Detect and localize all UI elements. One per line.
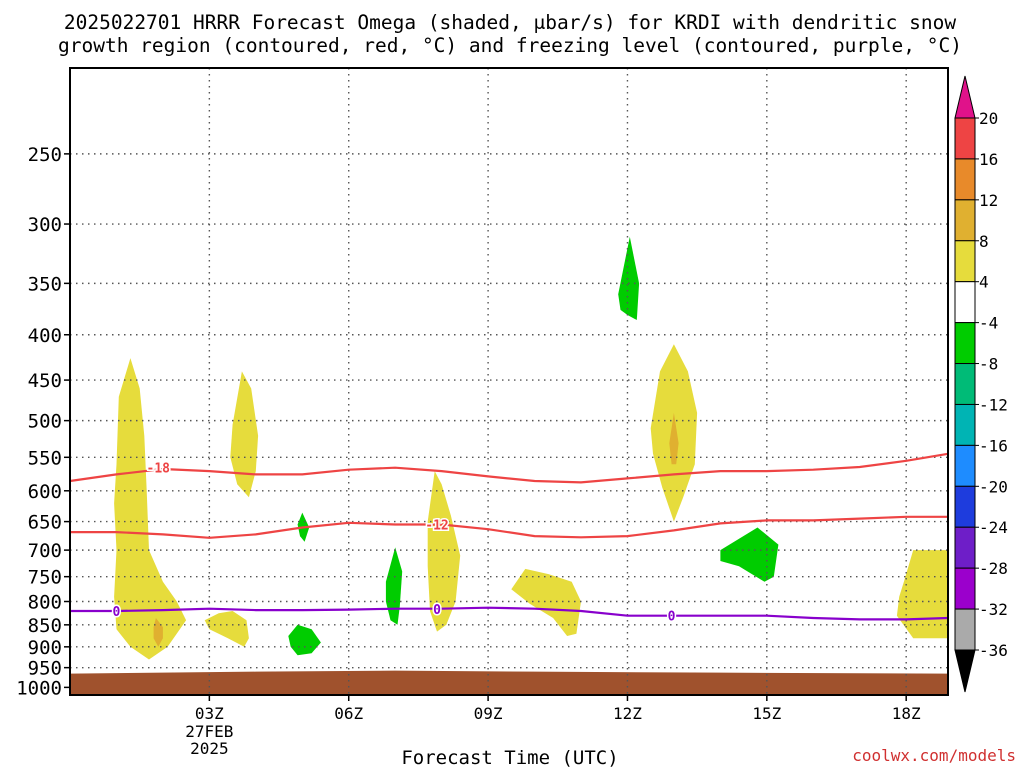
contour-label-extra-0: 0: [433, 603, 441, 618]
colorbar-label--20: -20: [979, 477, 1008, 496]
colorbar-label--8: -8: [979, 355, 998, 374]
y-tick-label-450: 450: [28, 370, 62, 392]
colorbar-label-20: 20: [979, 109, 998, 128]
y-tick-label-650: 650: [28, 512, 62, 534]
omega-region-12: [618, 236, 640, 320]
x-tick-label-09Z: 09Z: [474, 704, 503, 723]
contour-line-0: [70, 606, 949, 621]
chart-title-line1: 2025022701 HRRR Forecast Omega (shaded, …: [64, 11, 956, 34]
y-tick-label-1000: 1000: [16, 677, 62, 699]
y-tick-label-250: 250: [28, 144, 62, 166]
date-label-1: 2025: [190, 739, 229, 758]
ground-terrain: [70, 670, 948, 695]
chart-title-line2: growth region (contoured, red, °C) and f…: [58, 34, 962, 57]
colorbar-label--12: -12: [979, 395, 1008, 414]
y-tick-label-700: 700: [28, 540, 62, 562]
omega-region-7: [669, 412, 679, 465]
x-axis-label: Forecast Time (UTC): [401, 747, 618, 768]
colorbar-band-8: [954, 444, 976, 487]
contour-line--12: [70, 515, 948, 539]
contour-line--18: [69, 452, 949, 484]
colorbar-label--28: -28: [979, 559, 1008, 578]
y-tick-label-400: 400: [28, 325, 62, 347]
contour-label--18: -18: [147, 462, 171, 477]
colorbar-band-9: [954, 485, 976, 528]
y-tick-label-850: 850: [28, 615, 62, 637]
x-tick-label-06Z: 06Z: [334, 704, 363, 723]
colorbar-label--32: -32: [979, 600, 1008, 619]
colorbar-band-5: [954, 322, 976, 365]
omega-region-1: [204, 611, 249, 647]
y-tick-label-900: 900: [28, 637, 62, 659]
x-tick-label-15Z: 15Z: [752, 704, 781, 723]
y-tick-label-500: 500: [28, 411, 62, 433]
x-tick-label-12Z: 12Z: [613, 704, 642, 723]
colorbar-top-arrow: [954, 75, 976, 119]
colorbar-label--16: -16: [979, 436, 1008, 455]
colorbar-band-4: [954, 281, 976, 324]
plot-area: -18 -12 0 0 0 250 300 350 400 450 500 550 600 650 700 7…: [16, 67, 949, 758]
colorbar-bottom-arrow: [954, 649, 976, 693]
omega-region-13: [720, 527, 779, 582]
plot-frame: [69, 67, 949, 696]
omega-region-5: [511, 568, 581, 636]
omega-region-10: [288, 624, 321, 656]
x-tick-label-18Z: 18Z: [892, 704, 921, 723]
colorbar-label-12: 12: [979, 191, 998, 210]
colorbar-label-4: 4: [979, 273, 989, 292]
omega-region-8: [896, 550, 948, 639]
colorbar-label-8: 8: [979, 232, 989, 251]
colorbar-band-11: [954, 567, 976, 610]
y-tick-label-300: 300: [28, 214, 62, 236]
colorbar-band-1: [954, 158, 976, 201]
y-tick-label-800: 800: [28, 592, 62, 614]
colorbar-band-10: [954, 526, 976, 569]
colorbar-label--24: -24: [979, 518, 1008, 537]
omega-region-4: [427, 471, 461, 632]
colorbar-label--36: -36: [979, 641, 1008, 660]
omega-region-3: [230, 371, 259, 498]
colorbar-band-6: [954, 363, 976, 405]
colorbar-band-12: [954, 608, 976, 651]
omega-colorbar: 20 16 12 8 4 -4 -8 -12 -16 -20 -24 -28 -32 -36: [954, 75, 1008, 693]
colorbar-band-2: [954, 199, 976, 242]
contour-label--12: -12: [425, 519, 448, 534]
colorbar-label-16: 16: [979, 150, 998, 169]
colorbar-label--4: -4: [979, 314, 998, 333]
omega-region-11: [385, 547, 403, 625]
y-tick-label-600: 600: [28, 481, 62, 503]
y-tick-label-550: 550: [28, 447, 62, 469]
credit-label: coolwx.com/models: [852, 746, 1016, 765]
y-tick-label-750: 750: [28, 567, 62, 589]
colorbar-band-0: [954, 117, 976, 160]
y-tick-label-350: 350: [28, 273, 62, 295]
omega-region-0: [114, 358, 187, 660]
contour-label-0: 0: [113, 605, 121, 620]
date-label-0: 27FEB: [185, 722, 233, 741]
contour-label-extra-1: 0: [668, 610, 676, 625]
colorbar-band-7: [954, 403, 976, 446]
colorbar-band-3: [954, 240, 976, 283]
x-tick-label-03Z: 03Z: [195, 704, 224, 723]
y-tick-label-950: 950: [28, 658, 62, 680]
